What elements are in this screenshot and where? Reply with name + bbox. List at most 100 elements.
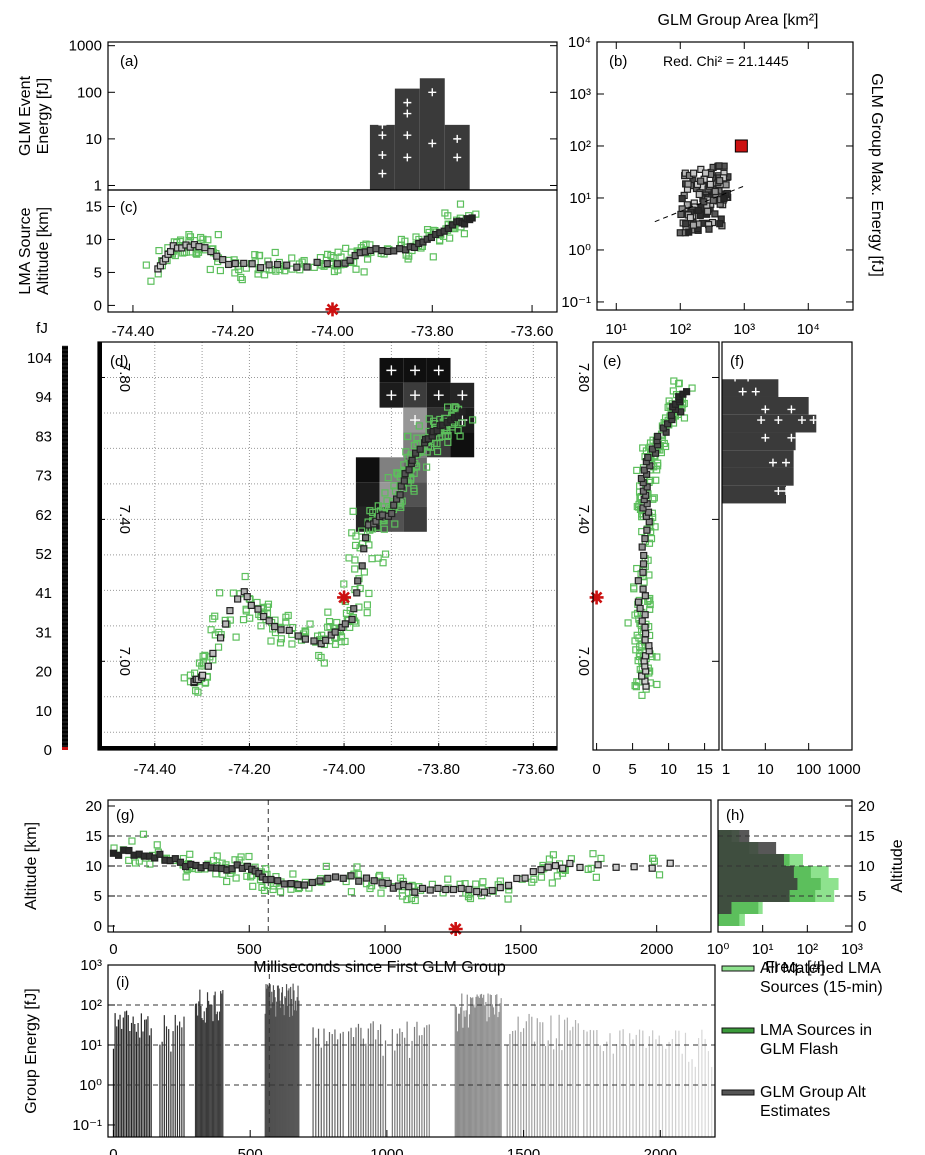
lma-source — [646, 605, 654, 613]
panel-label: (f) — [730, 353, 744, 370]
glm-group-centroid — [226, 607, 234, 615]
glm-group-alt — [257, 264, 265, 272]
glm-group-alt — [634, 577, 642, 585]
y-tick-label: 7.80 — [116, 363, 133, 392]
glm-group-alt — [566, 859, 574, 868]
x-tick-label: 1500 — [504, 941, 537, 958]
lma-source — [216, 589, 224, 597]
lma-source — [327, 252, 335, 260]
colorbar-tick-label: 0 — [44, 742, 52, 759]
glm-group-centroid — [204, 662, 212, 670]
glm-group-point — [690, 169, 698, 177]
x-tick-label: 1500 — [507, 1146, 540, 1155]
glm-group-centroid — [265, 617, 273, 625]
glm-group-alt — [370, 877, 378, 885]
glm-group-point — [716, 220, 724, 228]
event-marker — [787, 405, 796, 414]
lma-source — [397, 503, 405, 512]
glm-group-alt — [449, 885, 458, 894]
lma-source — [139, 830, 148, 838]
glm-group-alt — [667, 411, 675, 419]
glm-group-centroid — [294, 632, 302, 640]
event-marker — [378, 151, 387, 160]
glm-group-point — [709, 196, 717, 204]
glm-group-alt — [645, 642, 653, 650]
y-tick-label: 10 — [85, 131, 102, 148]
lma-source — [255, 251, 264, 260]
y-tick-label: 20 — [85, 798, 102, 815]
glm-group-alt — [201, 244, 209, 252]
colorbar-tick-label: 104 — [27, 350, 52, 367]
bar — [722, 414, 817, 433]
glm-group-alt — [384, 247, 392, 255]
legend-swatch — [721, 1027, 755, 1034]
glm-group-centroid — [310, 637, 318, 645]
lma-source — [624, 619, 632, 627]
x-tick-label: 0 — [109, 1146, 117, 1155]
glm-group-alt — [405, 883, 413, 891]
lma-source — [243, 872, 251, 880]
lma-source — [436, 237, 444, 245]
lma-source — [330, 267, 339, 276]
event-marker — [757, 416, 766, 425]
panel-d: -74.40 -74.20 -74.00 -73.80 -73.60 7.80 7.80 7.… — [97, 341, 592, 778]
lma-source — [241, 572, 249, 581]
y-axis-label-line: GLM Event — [17, 75, 34, 156]
glm-group-alt — [641, 611, 649, 619]
y-tick-label: 10⁰ — [79, 1077, 102, 1094]
legend-label: GLM Flash — [760, 1041, 838, 1058]
glm-group-point — [706, 180, 715, 188]
lma-source — [194, 688, 202, 696]
glm-group-alt — [666, 859, 674, 867]
glm-group-alt — [638, 617, 646, 625]
lma-source — [460, 230, 468, 238]
y-tick-label: 5 — [94, 264, 102, 281]
lma-source — [251, 251, 259, 259]
event-marker — [433, 365, 444, 376]
glm-group-alt — [594, 861, 602, 869]
lma-source — [504, 895, 512, 903]
lma-source — [351, 565, 359, 573]
lma-source — [639, 444, 647, 452]
lma-source — [548, 879, 556, 887]
y-tick-label: 10² — [80, 997, 102, 1014]
lma-source — [176, 236, 185, 244]
lma-source — [142, 261, 150, 269]
x-tick-label: 5 — [628, 761, 636, 778]
event-marker — [453, 153, 462, 162]
glm-group-point — [689, 221, 698, 229]
lma-source — [461, 880, 469, 888]
event-marker — [738, 387, 747, 396]
y-tick-label: 10² — [569, 138, 591, 155]
y-tick-label: 0 — [94, 918, 102, 935]
colorbar-tick-label: 73 — [35, 468, 52, 485]
event-marker — [386, 390, 397, 401]
glm-group-alt — [639, 585, 647, 593]
lma-source — [469, 416, 477, 424]
y-tick-label: 10 — [858, 858, 875, 875]
lma-source — [199, 235, 207, 243]
lma-source — [423, 463, 431, 471]
y-axis-label-line: LMA Source — [17, 207, 34, 294]
lma-source — [365, 589, 373, 598]
lma-source — [363, 255, 372, 263]
y-axis-label-line: Altitude [km] — [35, 207, 52, 295]
glm-group-alt — [265, 261, 273, 269]
flash-origin-marker — [589, 590, 604, 605]
lma-source — [549, 851, 557, 859]
glm-group-alt — [529, 868, 537, 876]
glm-group-alt — [644, 508, 653, 516]
x-tick-label: 10 — [757, 761, 774, 778]
event-marker — [378, 169, 387, 178]
lma-source — [264, 600, 273, 608]
lma-source — [537, 873, 546, 881]
glm-group-alt — [151, 854, 159, 862]
glm-group-point — [711, 210, 719, 218]
glm-group-alt — [293, 263, 301, 271]
lma-source — [649, 495, 657, 503]
glm-group-alt — [663, 420, 672, 428]
glm-group-alt — [195, 243, 203, 251]
lma-source — [334, 248, 342, 256]
lma-source — [282, 618, 290, 626]
panel-i: 0 500 1000 1500 2000 10³ 10² 10¹ 10⁰ 10⁻¹ Group En… — [23, 957, 716, 1155]
